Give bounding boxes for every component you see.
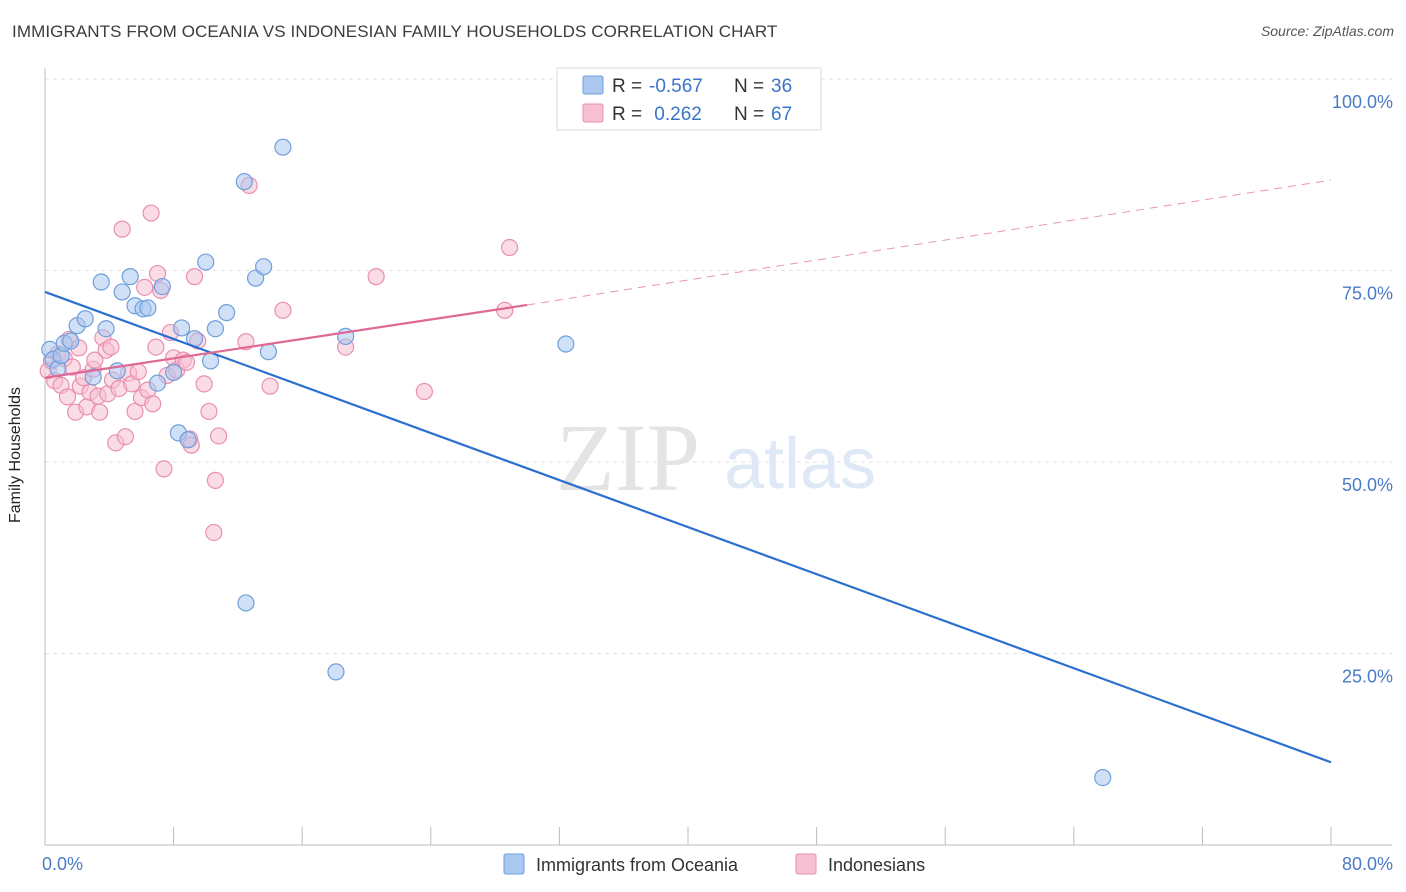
point-indonesians (185, 268, 204, 286)
bottom-legend-swatch-indonesians (795, 853, 817, 875)
bottom-legend-swatch-oceania (503, 853, 525, 875)
legend-swatch-oceania (582, 75, 604, 95)
point-oceania (1094, 768, 1112, 787)
point-indonesians (415, 382, 433, 401)
point-indonesians (205, 523, 223, 542)
legend-r-label-1: R = (612, 104, 647, 125)
legend-n-label-1: N = (734, 104, 769, 125)
legend-swatch-indonesians (582, 103, 604, 123)
chart-title: IMMIGRANTS FROM OCEANIA VS INDONESIAN FA… (12, 22, 778, 41)
point-indonesians (210, 427, 228, 445)
watermark: ZIP atlas (556, 404, 876, 511)
point-oceania (97, 320, 115, 338)
y-tick-label-100: 100.0% (1332, 92, 1393, 112)
point-indonesians (91, 403, 109, 421)
point-oceania (84, 368, 102, 386)
point-indonesians (496, 301, 514, 319)
watermark-zip: ZIP (556, 404, 700, 511)
legend-n-value-0: 36 (771, 76, 792, 97)
point-indonesians (177, 353, 196, 372)
bottom-legend-label-indonesians: Indonesians (828, 855, 925, 875)
legend-n-label-0: N = (734, 76, 769, 97)
bottom-legend: Immigrants from Oceania Indonesians (503, 853, 925, 875)
series-indonesians (39, 176, 519, 542)
x-tick-label-max: 80.0% (1342, 854, 1393, 874)
point-indonesians (147, 338, 165, 356)
point-indonesians (129, 363, 147, 381)
point-oceania (76, 310, 94, 328)
x-tick-labels: 0.0% 80.0% (42, 854, 1393, 874)
y-tick-label-75: 75.0% (1342, 284, 1393, 304)
y-tick-label-25: 25.0% (1342, 667, 1393, 687)
trend-line-oceania (44, 290, 1332, 764)
point-indonesians (200, 402, 218, 421)
point-indonesians (102, 338, 120, 356)
legend-n-value-1: 67 (771, 104, 792, 125)
legend-r-label-0: R = (612, 76, 647, 97)
point-oceania (113, 283, 131, 301)
x-tick-label-min: 0.0% (42, 854, 83, 874)
point-indonesians (206, 471, 224, 489)
point-indonesians (142, 204, 160, 222)
point-oceania (259, 343, 278, 361)
bottom-legend-label-oceania: Immigrants from Oceania (536, 855, 739, 875)
point-indonesians (113, 220, 131, 238)
legend-r-value-1: 0.262 (649, 104, 702, 125)
point-oceania (274, 138, 292, 156)
point-oceania (206, 320, 224, 338)
legend-r-value-0: -0.567 (649, 76, 703, 97)
point-oceania (139, 299, 157, 317)
source-label: Source: ZipAtlas.com (1260, 23, 1394, 39)
point-oceania (218, 304, 236, 322)
series-oceania (41, 138, 1112, 787)
point-oceania (235, 173, 253, 191)
point-oceania (237, 594, 255, 612)
point-oceania (165, 363, 183, 381)
point-oceania (92, 273, 110, 291)
watermark-atlas: atlas (724, 424, 876, 504)
legend-box: R = -0.567 N = 36 R = 0.262 N = 67 (556, 67, 822, 131)
axes (44, 68, 1392, 846)
point-indonesians (367, 268, 385, 286)
point-indonesians (136, 278, 154, 296)
point-oceania (327, 663, 345, 681)
trend-line-indonesians-extension (527, 179, 1332, 306)
point-oceania (173, 319, 191, 337)
point-oceania (121, 268, 139, 286)
point-indonesians (86, 351, 104, 369)
trend-line-indonesians (44, 303, 528, 379)
trend-lines (44, 179, 1332, 764)
point-indonesians (261, 377, 279, 395)
point-indonesians (144, 395, 162, 413)
point-oceania (557, 335, 575, 353)
point-oceania (153, 277, 171, 296)
point-oceania (62, 332, 80, 350)
point-oceania (148, 374, 167, 392)
y-tick-label-50: 50.0% (1342, 475, 1393, 495)
point-oceania (255, 258, 273, 276)
point-indonesians (126, 402, 144, 421)
point-indonesians (274, 301, 292, 319)
point-indonesians (500, 238, 519, 257)
point-oceania (197, 253, 215, 271)
point-indonesians (155, 460, 173, 478)
point-indonesians (58, 388, 77, 406)
point-indonesians (195, 375, 213, 393)
point-oceania (179, 431, 197, 449)
point-indonesians (116, 428, 134, 446)
y-tick-labels: 25.0% 50.0% 75.0% 100.0% (1332, 92, 1393, 687)
